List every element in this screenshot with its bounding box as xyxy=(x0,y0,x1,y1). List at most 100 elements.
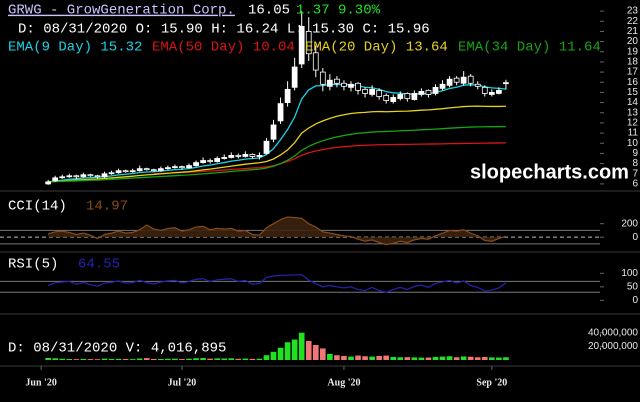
volume-bar xyxy=(172,358,178,360)
y-tick-label: 23 xyxy=(627,6,639,17)
volume-bar xyxy=(73,359,80,360)
volume-bar xyxy=(320,348,326,360)
volume-title: D: 08/31/2020 V: 4,016,895 xyxy=(8,341,226,357)
legend-label: EMA(50 Day) xyxy=(152,40,244,56)
volume-bar xyxy=(467,356,474,360)
candle-body xyxy=(207,160,214,162)
y-tick-label: 19 xyxy=(627,46,639,57)
watermark: slopecharts.com xyxy=(470,161,629,183)
candle-body xyxy=(305,31,312,55)
volume-bar xyxy=(453,357,460,360)
candle-body xyxy=(263,140,270,154)
legend-value: 15.32 xyxy=(100,40,142,56)
candle-body xyxy=(411,93,418,100)
rsi-line xyxy=(47,274,507,293)
candle-body xyxy=(467,75,474,84)
candle-body xyxy=(122,170,129,173)
volume-bar xyxy=(150,358,157,360)
candle-body xyxy=(193,162,199,167)
volume-bar xyxy=(327,353,333,360)
legend-label: EMA(20 Day) xyxy=(305,40,397,56)
y-tick-label: 22 xyxy=(627,16,639,27)
candle-body xyxy=(94,175,101,178)
rsi-title: RSI(5) xyxy=(8,257,58,273)
x-tick-label: Jul '20 xyxy=(168,377,197,388)
candle-body xyxy=(284,88,291,103)
candle-body xyxy=(66,175,73,178)
y-tick-label: 20 xyxy=(627,36,639,47)
candle-body xyxy=(235,155,242,157)
candle-body xyxy=(369,88,375,95)
volume-bar xyxy=(270,351,277,360)
candle-body xyxy=(404,93,411,99)
ema-line xyxy=(48,125,506,183)
volume-bar xyxy=(101,358,108,360)
cci-title: CCI(14) xyxy=(8,199,67,215)
volume-bar xyxy=(291,339,298,360)
volume-bar xyxy=(214,358,220,360)
candle-body xyxy=(362,88,368,94)
candle-body xyxy=(221,157,228,159)
y-tick-label: 50 xyxy=(627,281,639,292)
volume-bar xyxy=(481,356,488,360)
y-tick-label: 16 xyxy=(627,77,639,88)
legend-label: EMA(9 Day) xyxy=(8,40,92,56)
volume-bar xyxy=(158,358,164,360)
legend-value: 13.64 xyxy=(406,40,448,56)
volume-bar xyxy=(341,355,347,360)
volume-bar xyxy=(221,358,228,360)
volume-bar xyxy=(108,358,115,360)
volume-bar xyxy=(136,358,143,360)
candle-body xyxy=(214,158,221,162)
volume-bar xyxy=(305,340,312,360)
volume-bar xyxy=(383,355,390,360)
y-tick-label: 13 xyxy=(627,107,639,118)
volume-bar xyxy=(122,359,129,360)
volume-bar xyxy=(242,358,249,360)
candle-body xyxy=(150,169,157,172)
candle-body xyxy=(390,97,397,102)
candle-body xyxy=(326,79,333,87)
candle-body xyxy=(453,77,460,83)
candle-body xyxy=(186,165,192,169)
candle-body xyxy=(165,167,171,170)
x-tick-label: Aug '20 xyxy=(327,377,360,388)
volume-bar xyxy=(362,356,368,360)
volume-bar xyxy=(496,357,502,360)
volume-bar xyxy=(45,357,51,360)
y-tick-label: 8 xyxy=(632,158,638,169)
volume-bar xyxy=(263,355,270,360)
candle-body xyxy=(334,78,340,84)
volume-bar xyxy=(439,356,446,360)
candle-body xyxy=(488,92,495,95)
volume-bar xyxy=(256,358,263,360)
candle-body xyxy=(291,66,298,88)
y-tick-label: 20,000,000 xyxy=(588,341,638,352)
volume-bar xyxy=(59,358,66,360)
y-tick-label: 10 xyxy=(627,138,639,149)
legend-value: 11.64 xyxy=(559,40,601,56)
legend-value: 10.04 xyxy=(253,40,295,56)
volume-bar xyxy=(228,358,235,360)
candle-body xyxy=(80,174,87,178)
candle-body xyxy=(242,154,249,157)
volume-bar xyxy=(80,358,87,360)
candle-body xyxy=(115,170,122,174)
candle-body xyxy=(481,86,488,94)
volume-bar xyxy=(425,357,432,360)
volume-bar xyxy=(432,356,439,360)
y-tick-label: 6 xyxy=(632,179,638,190)
candle-body xyxy=(298,25,305,65)
y-tick-label: 15 xyxy=(627,87,639,98)
volume-bar xyxy=(503,357,509,360)
candle-body xyxy=(108,172,115,175)
volume-bar xyxy=(284,342,291,360)
candle-body xyxy=(341,82,347,87)
candle-body xyxy=(157,168,164,172)
candle-body xyxy=(376,89,383,97)
y-tick-label: 21 xyxy=(627,26,639,37)
symbol-title[interactable]: GRWG - GrowGeneration Corp. xyxy=(8,3,235,19)
